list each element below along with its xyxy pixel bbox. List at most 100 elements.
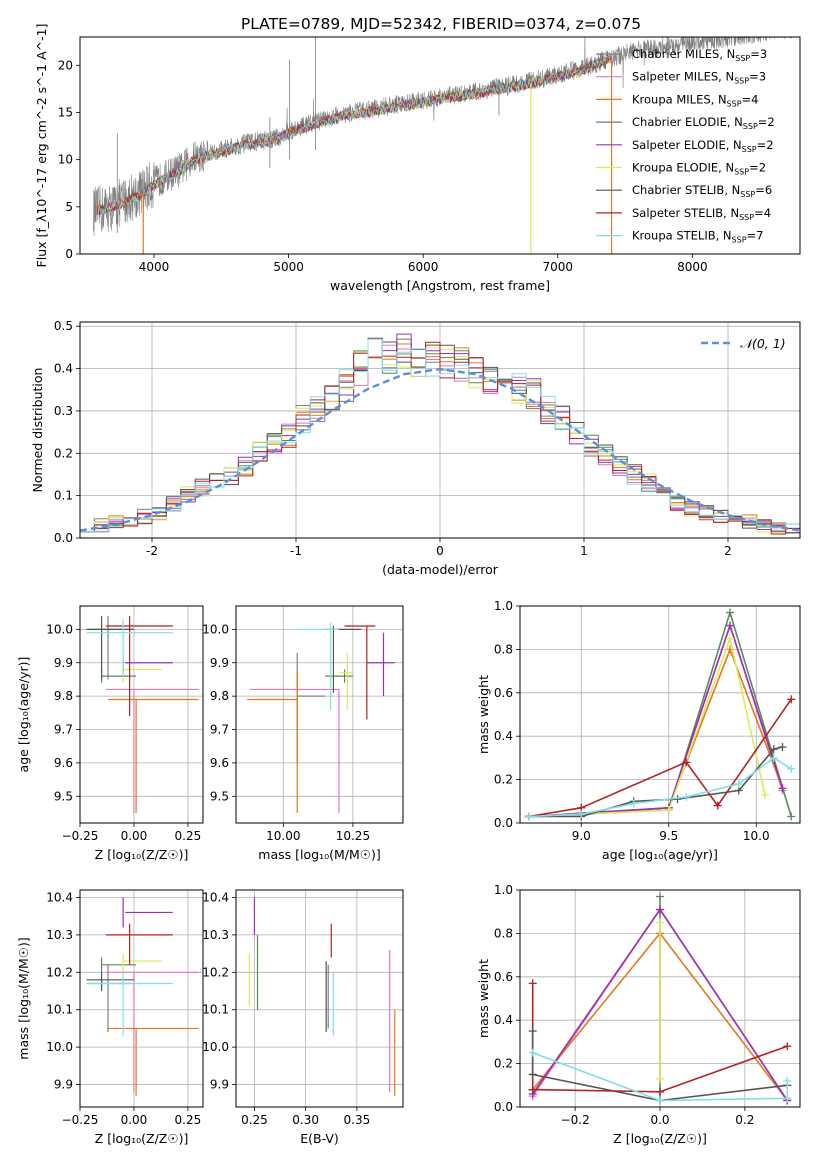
legend-label: Chabrier ELODIE, N — [632, 115, 743, 129]
y-tick-label: 9.9 — [54, 656, 73, 670]
legend-subscript: SSP — [734, 77, 749, 86]
legend-entry: Chabrier ELODIE, NSSP=2 — [632, 115, 775, 131]
plot-area — [80, 322, 800, 538]
legend-subscript: SSP — [727, 99, 742, 108]
y-tick-label: 15 — [58, 105, 73, 119]
legend-subscript: SSP — [732, 236, 747, 245]
y-tick-label: 10.0 — [202, 1040, 229, 1054]
y-tick-label: 9.6 — [54, 756, 73, 770]
normal-curve-line — [80, 367, 800, 532]
x-axis-label: wavelength [Angstrom, rest frame] — [330, 278, 550, 293]
model-spectrum-line — [96, 54, 611, 216]
y-tick-label: 20 — [58, 58, 73, 72]
legend-label: Salpeter STELIB, N — [632, 206, 739, 220]
x-tick-label: 0.2 — [735, 1113, 754, 1127]
mass-weight-line — [528, 611, 792, 818]
legend-label: Kroupa MILES, N — [632, 92, 727, 106]
legend-entry: Kroupa MILES, NSSP=4 — [632, 92, 758, 108]
legend-entry: Salpeter STELIB, NSSP=4 — [632, 206, 771, 222]
x-tick-label: 8000 — [677, 260, 708, 274]
y-tick-label: 10.2 — [46, 965, 73, 979]
panel-spectrum: 4000 5000 6000 7000 8000 0 5 10 15 20 wavelength [… — [34, 24, 801, 293]
legend-label: Kroupa STELIB, N — [632, 229, 732, 243]
axes-frame — [519, 889, 801, 1108]
y-tick-label: 5 — [65, 200, 73, 214]
y-tick-label: 0.6 — [494, 970, 513, 984]
x-tick-label: 0.30 — [292, 1113, 319, 1127]
y-tick-label: 0.4 — [494, 1013, 513, 1027]
y-tick-label: 9.5 — [54, 789, 73, 803]
residual-histogram-step — [80, 341, 800, 535]
y-axis-label: mass [log₁₀(M/M☉)] — [16, 937, 31, 1059]
mass-weight-line — [528, 637, 766, 818]
y-tick-label: 0.8 — [494, 926, 513, 940]
residual-histogram-step — [80, 338, 800, 533]
y-tick-label: 10.1 — [202, 1003, 229, 1017]
x-tick-label: 6000 — [408, 260, 439, 274]
axes-frame — [79, 889, 204, 1108]
y-tick-label: 10.1 — [46, 1003, 73, 1017]
x-axis-label: E(B-V) — [300, 1131, 339, 1146]
y-tick-label: 9.7 — [210, 723, 229, 737]
y-tick-label: 0.0 — [54, 531, 73, 545]
model-spectrum-line — [96, 53, 612, 216]
residual-legend: 𝒩(0, 1) — [701, 336, 786, 351]
y-tick-label: 0.6 — [494, 686, 513, 700]
x-tick-label: 10.25 — [336, 829, 370, 843]
x-tick-label: −0.25 — [62, 829, 99, 843]
panel-mass-weight-vs-Z: −0.2 0.0 0.2 0.0 0.2 0.4 0.6 0.8 1.0 Z [log₁₀(Z/Z… — [476, 883, 801, 1146]
y-tick-label: 10.4 — [202, 890, 229, 904]
x-axis-label: Z [log₁₀(Z/Z☉)] — [95, 847, 189, 862]
legend-label: Salpeter ELODIE, N — [632, 138, 742, 152]
y-tick-label: 0.3 — [54, 404, 73, 418]
plot-area — [520, 606, 800, 823]
y-tick-label: 10.2 — [202, 965, 229, 979]
legend-entry: Salpeter MILES, NSSP=3 — [632, 70, 766, 86]
legend-count: =4 — [742, 92, 759, 106]
axes-frame — [79, 36, 801, 255]
legend-count: =3 — [749, 70, 766, 84]
panel-mass-vs-Z: −0.25 0.00 0.25 9.9 10.0 10.1 10.2 10.3 10.4 Z [l… — [16, 889, 204, 1146]
panel-age-vs-Z: −0.25 0.00 0.25 9.5 9.6 9.7 9.8 9.9 10.0 Z [log₁₀… — [16, 605, 204, 862]
y-tick-label: 0.8 — [494, 642, 513, 656]
x-tick-label: 7000 — [542, 260, 573, 274]
y-tick-label: 9.5 — [210, 789, 229, 803]
y-tick-label: 0.2 — [54, 446, 73, 460]
y-tick-label: 9.9 — [54, 1078, 73, 1092]
panel-mass-weight-vs-age: 9.0 9.5 10.0 0.0 0.2 0.4 0.6 0.8 1.0 age [log₁₀(a… — [476, 599, 801, 862]
legend-subscript: SSP — [735, 54, 750, 63]
x-tick-label: 2 — [724, 544, 732, 558]
mass-weight-line — [528, 648, 784, 818]
x-tick-label: 0.0 — [650, 1113, 669, 1127]
x-tick-label: 0 — [436, 544, 444, 558]
y-tick-label: 0.2 — [494, 1057, 513, 1071]
x-tick-label: 9.0 — [572, 829, 591, 843]
x-tick-label: 10.0 — [743, 829, 770, 843]
y-tick-label: 10.3 — [202, 928, 229, 942]
panel-mass-vs-EBV: 0.25 0.30 0.35 9.9 10.0 10.1 10.2 10.3 10.4 E(B-V… — [202, 889, 404, 1146]
axes-frame — [79, 321, 801, 539]
legend-label: Chabrier MILES, N — [632, 47, 735, 61]
y-axis-label: age [log₁₀(age/yr)] — [16, 657, 31, 773]
y-axis-label: mass weight — [476, 675, 491, 754]
y-tick-label: 0.0 — [494, 816, 513, 830]
mass-weight-line — [528, 698, 792, 818]
model-spectrum-line — [97, 52, 612, 215]
legend-subscript: SSP — [739, 213, 754, 222]
y-axis-label: Flux [f_λ10^-17 erg cm^-2 s^-1 A^-1] — [34, 24, 49, 268]
y-tick-label: 9.6 — [210, 756, 229, 770]
y-tick-label: 0.2 — [494, 773, 513, 787]
model-spectrum-line — [95, 57, 611, 216]
legend-entry: 𝒩(0, 1) — [740, 336, 786, 351]
y-tick-label: 9.9 — [210, 656, 229, 670]
y-tick-label: 0 — [65, 247, 73, 261]
x-tick-label: 0.25 — [241, 1113, 268, 1127]
legend-subscript: SSP — [742, 145, 757, 154]
axes-frame — [519, 605, 801, 824]
legend-count: =4 — [754, 206, 771, 220]
y-tick-label: 10.0 — [46, 1040, 73, 1054]
x-axis-label: Z [log₁₀(Z/Z☉)] — [95, 1131, 189, 1146]
x-tick-label: 1 — [580, 544, 588, 558]
